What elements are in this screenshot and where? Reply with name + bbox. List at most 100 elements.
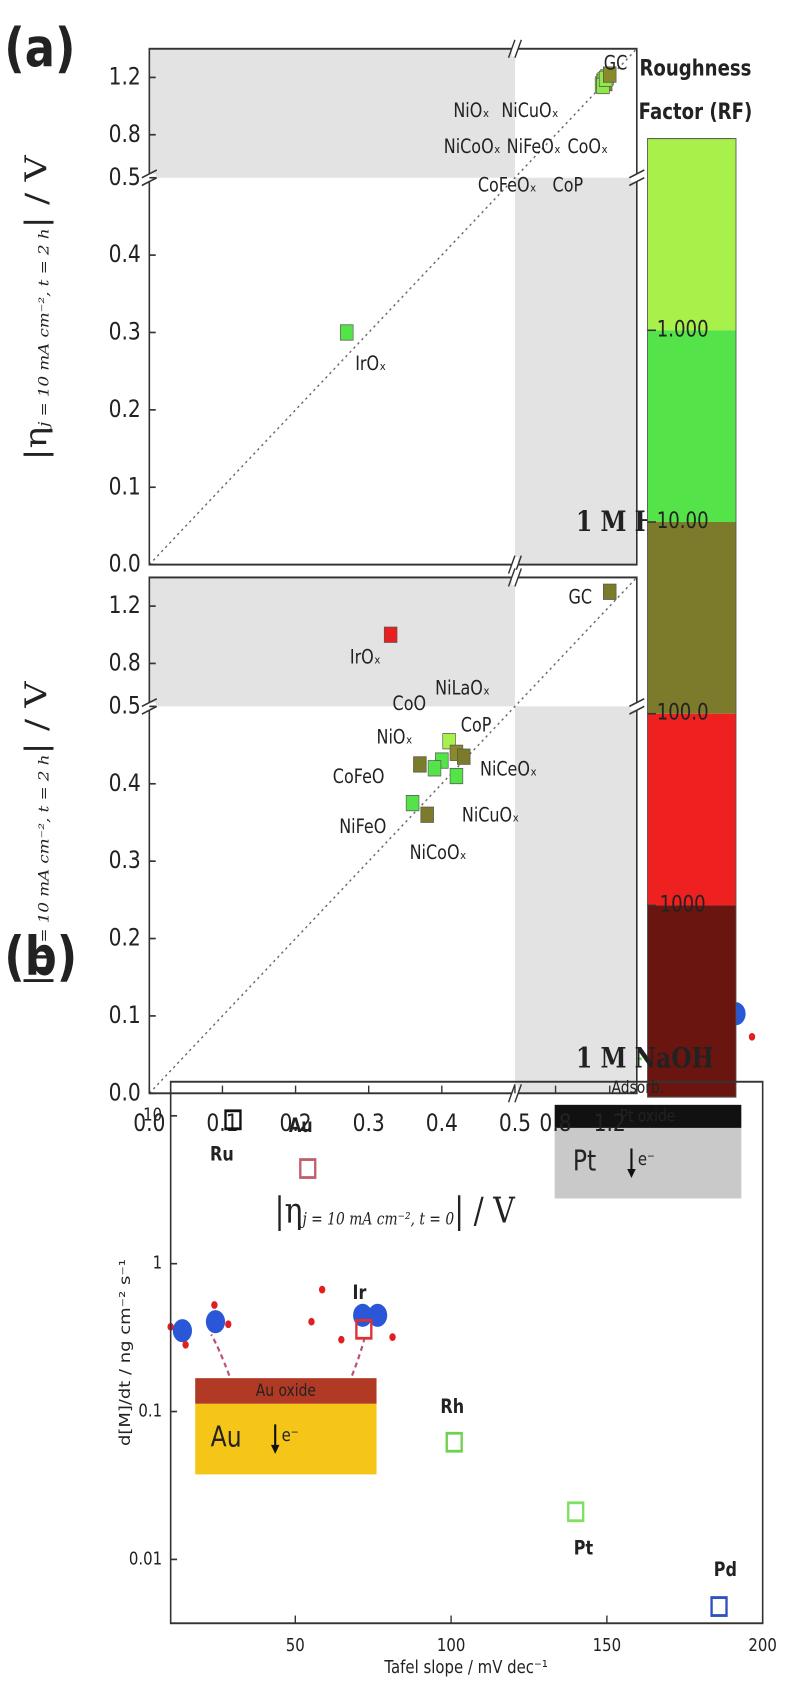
illustration-label: Pt oxide: [620, 1106, 676, 1126]
illustration-label: e⁻: [282, 1424, 299, 1445]
point-label: CoFeO: [333, 767, 385, 789]
x-tick-label: 1.2: [594, 1109, 626, 1137]
shaded-region: [149, 577, 515, 707]
marker: [413, 756, 427, 773]
panel-label: (a): [4, 16, 75, 79]
marker: [710, 1596, 728, 1617]
illustration-label: Au oxide: [256, 1381, 316, 1401]
shaded-region: [149, 48, 515, 178]
point-label: NiFeO: [339, 817, 386, 839]
e-arrow-head: [627, 1169, 636, 1178]
point-label: NiLaOₓ: [435, 678, 490, 700]
au-layer: [195, 1403, 377, 1475]
y-tick-label: 0.3: [109, 846, 141, 874]
y-tick-label: 1.2: [109, 63, 141, 91]
colorbar-tick-label: 100.0: [657, 699, 709, 725]
atom: [389, 1333, 396, 1341]
pt-oxide-layer: [554, 1104, 742, 1128]
x-tick-label: 200: [748, 1635, 776, 1656]
marker: [299, 1158, 317, 1179]
marker: [457, 748, 471, 765]
point-label: Pt: [574, 1538, 594, 1560]
atom: [182, 1340, 189, 1349]
point-label: CoO: [393, 694, 427, 716]
atom: [338, 1335, 345, 1344]
annotation: 1 M NaOH: [576, 1043, 714, 1076]
atom: [225, 1320, 232, 1329]
axis-label-part: |η: [19, 427, 54, 461]
marker: [405, 795, 420, 812]
plot-frame: [148, 576, 638, 1095]
y-tick-label: 0.1: [138, 1400, 162, 1421]
x-tick-label: 50: [286, 1635, 305, 1656]
point-label: Ir: [353, 1283, 367, 1305]
point-label: IrOₓ: [350, 647, 381, 669]
marker: [567, 1501, 585, 1523]
point-label: Ru: [210, 1144, 234, 1166]
point-label: Rh: [440, 1397, 464, 1419]
point-label: GC: [604, 53, 628, 75]
atom: [211, 1301, 218, 1309]
molecule: [205, 1310, 226, 1334]
panel-label: (b): [4, 924, 77, 987]
subplot: 0.01 0.1 1 10 50 100 150 200 Ru Au Ir Rh Pt Pd: [129, 1080, 777, 1656]
axis-break-gap: [630, 173, 644, 182]
colorbar-title: Factor (RF): [639, 98, 753, 124]
x-tick-label: 0.3: [353, 1109, 385, 1137]
point-label: CoOₓ: [567, 137, 608, 159]
marker: [445, 1431, 463, 1453]
x-tick-label: 100: [437, 1635, 465, 1656]
marker: [427, 760, 442, 777]
x-tick-label: 0.0: [133, 1109, 165, 1137]
au-illustration: [167, 1285, 396, 1475]
color-band: [647, 713, 736, 906]
marker: [602, 66, 617, 83]
point-label: IrOₓ: [355, 354, 386, 376]
plot-frame: [148, 47, 638, 566]
point-label: NiOₓ: [377, 727, 413, 749]
y-tick-label: 0.4: [109, 240, 141, 268]
y-tick-label: 0.4: [109, 769, 141, 797]
axis-label: |ηj = 10 mA cm⁻², t = 0| / V: [275, 1189, 516, 1231]
point-label: CoP: [553, 175, 584, 197]
illustration-label: Au: [211, 1422, 242, 1455]
color-band: [647, 522, 736, 714]
point-label: NiCuOₓ: [462, 805, 519, 827]
point-label: CoFeOₓ: [478, 175, 537, 197]
axis-break-mark: [507, 555, 516, 574]
y-tick-label: 0.3: [109, 318, 141, 346]
marker: [355, 1318, 373, 1340]
au-oxide-layer: [195, 1378, 377, 1404]
x-tick-label: 0.2: [279, 1109, 311, 1137]
axis-label-part: j = 10 mA cm⁻², t = 0: [300, 1209, 455, 1229]
marker: [383, 626, 398, 643]
subplot: 0.0 0.1 0.2 0.3 0.4 0.5 0.8 1.2 0.0 0.1 0.2 0.3 0.4 0…: [109, 568, 714, 1138]
molecule: [368, 1303, 388, 1327]
point-label: NiCeOₓ: [480, 759, 537, 781]
axis-label-part: j = 10 mA cm⁻², t = 2 h: [36, 228, 52, 430]
point-label: NiCoOₓ: [410, 842, 467, 864]
point-label: NiCoOₓ: [444, 137, 501, 159]
axis-label-part: | / V: [19, 680, 54, 754]
axis-break-mark: [514, 1083, 522, 1103]
illustration-label: e⁻: [638, 1149, 655, 1170]
shaded-region: [514, 177, 637, 565]
point-label: Au: [289, 1116, 313, 1138]
axis-break-mark: [514, 568, 522, 587]
axis-break-mark: [629, 697, 645, 708]
y-tick-label: 0.8: [109, 120, 141, 148]
x-tick-label: 0.5: [499, 1109, 531, 1137]
marker: [602, 583, 617, 600]
axis-label-part: |η: [275, 1189, 303, 1231]
axis-label-part: | / V: [454, 1189, 516, 1231]
atom: [748, 1032, 756, 1041]
colorbar-title: Roughness: [639, 55, 751, 81]
axis-break-mark: [629, 169, 645, 179]
x-tick-label: 0.4: [426, 1109, 458, 1137]
atom: [308, 1317, 315, 1326]
x-tick-label: 0.8: [539, 1109, 571, 1137]
color-band: [647, 138, 736, 331]
axis-label: |ηj = 10 mA cm⁻², t = 2 h| / V: [19, 680, 54, 986]
point-label: Pd: [714, 1560, 737, 1582]
axis-break-mark: [514, 39, 522, 59]
